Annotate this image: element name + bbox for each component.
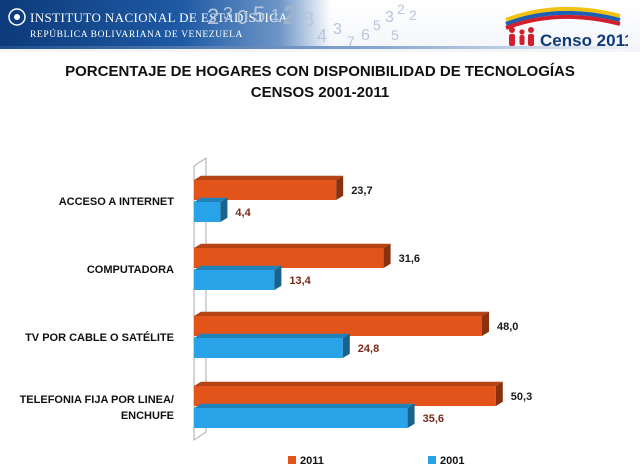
bar-side-2001 [407, 403, 415, 428]
bar-top-2001 [194, 333, 350, 338]
chart-title: PORCENTAJE DE HOGARES CON DISPONIBILIDAD… [65, 63, 575, 80]
censo-label: Censo 2011 [540, 31, 628, 50]
digit: 4 [317, 26, 327, 46]
background-digits: 2 3 0 5 1 2 8 4 3 7 6 5 3 2 2 5 [207, 0, 417, 49]
digit: 0 [237, 7, 248, 29]
digit: 1 [271, 7, 280, 24]
bar-top-2011 [194, 175, 344, 180]
data-label: 31,6 [399, 253, 420, 265]
legend-label: 2001 [440, 455, 464, 467]
institute-subtitle: REPÚBLICA BOLIVARIANA DE VENEZUELA [30, 30, 243, 40]
bar-top-2001 [194, 265, 282, 270]
category-label: ENCHUFE [121, 410, 174, 422]
digit: 6 [361, 27, 370, 44]
digit: 3 [333, 21, 342, 38]
digit: 7 [347, 33, 355, 49]
bar-2011 [194, 180, 337, 200]
digit: 5 [253, 2, 265, 27]
ine-logo-icon [8, 8, 26, 26]
digit: 5 [373, 17, 381, 33]
data-label: 48,0 [497, 321, 518, 333]
category-label: ACCESO A INTERNET [59, 196, 175, 208]
bar-top-2001 [194, 197, 228, 202]
digit: 2 [397, 1, 405, 17]
family-icon [509, 27, 534, 46]
bar-2001 [194, 202, 221, 222]
bar-side-2011 [383, 243, 391, 268]
bar-top-2011 [194, 381, 503, 386]
digit: 3 [385, 9, 394, 26]
bar-side-2011 [482, 311, 489, 336]
bar-2001 [194, 338, 343, 358]
bar-top-2001 [194, 403, 415, 408]
bar-side-2011 [495, 381, 503, 406]
bar-side-2001 [274, 265, 282, 290]
digit: 2 [409, 7, 417, 23]
category-label: TELEFONIA FIJA POR LINEA/ [20, 394, 174, 406]
header-divider [0, 46, 640, 49]
institute-name: INSTITUTO NACIONAL DE ESTADÍSTICA [30, 10, 289, 25]
category-label: TV POR CABLE O SATÉLITE [25, 331, 174, 344]
bar-side-2011 [336, 175, 344, 200]
digit: 5 [391, 27, 399, 43]
category-label: COMPUTADORA [87, 264, 174, 276]
legend-swatch-2001 [428, 456, 436, 464]
bar-top-2011 [194, 243, 391, 248]
bar-2011 [194, 248, 384, 268]
bar-side-2001 [342, 333, 350, 358]
bar-2011 [194, 386, 496, 406]
legend-label: 2011 [300, 455, 324, 467]
data-label: 35,6 [423, 413, 444, 425]
bar-2011 [194, 316, 482, 336]
digit: 2 [283, 0, 297, 30]
digit: 8 [303, 9, 314, 31]
bar-2001 [194, 270, 275, 290]
data-label: 4,4 [235, 207, 251, 219]
chart-subtitle: CENSOS 2001-2011 [250, 84, 390, 101]
censo-logo: Censo 2011 [505, 6, 628, 50]
legend-swatch-2011 [288, 456, 296, 464]
data-label: 13,4 [289, 275, 311, 287]
bar-2001 [194, 408, 408, 428]
bar-side-2001 [220, 197, 228, 222]
data-label: 24,8 [358, 343, 379, 355]
digit: 3 [223, 4, 233, 24]
bar-top-2011 [194, 311, 489, 316]
digit: 2 [207, 4, 219, 29]
header-band [0, 0, 330, 46]
data-label: 23,7 [351, 185, 372, 197]
data-label: 50,3 [511, 391, 532, 403]
header-banner: INSTITUTO NACIONAL DE ESTADÍSTICA REPÚBL… [0, 0, 640, 52]
